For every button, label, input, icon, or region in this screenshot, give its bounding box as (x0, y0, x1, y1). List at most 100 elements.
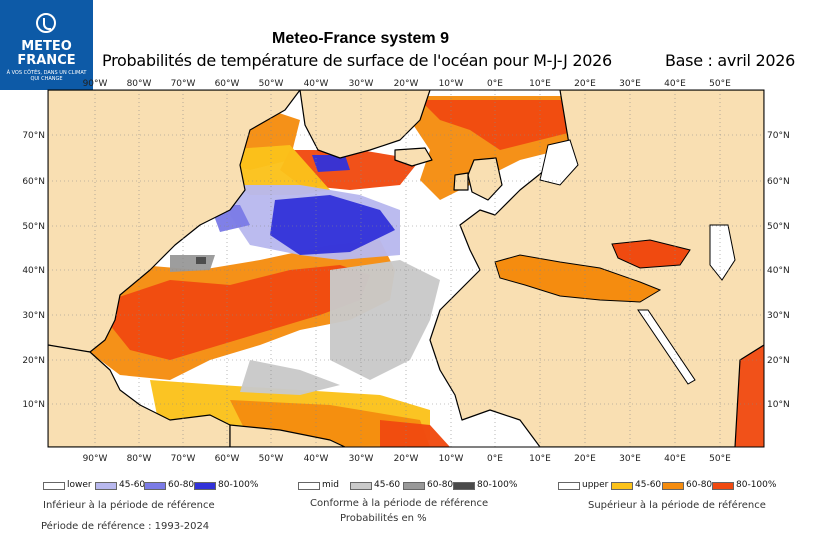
legend-upper-swatch (558, 482, 580, 490)
legend-lower-label: lower (67, 480, 92, 490)
legend-upper-45-60-label: 45-60 (635, 480, 662, 490)
lon-tick-top: 40°E (664, 79, 686, 89)
map-axis-ticks: 90°W 80°W 70°W 60°W 50°W 40°W 30°W 20°W 10°W 0°E 1… (22, 79, 789, 464)
lat-tick-right: 40°N (767, 266, 790, 276)
legend-lower-caption: Inférieur à la période de référence (43, 500, 215, 511)
lon-tick-top: 50°E (709, 79, 731, 89)
map-area (48, 90, 764, 447)
legend-lower-60-80-label: 60-80 (168, 480, 195, 490)
lon-tick-bottom: 90°W (83, 454, 108, 464)
legend-mid-60-80-label: 60-80 (427, 480, 454, 490)
landmass (453, 172, 469, 191)
lon-tick-top: 90°W (83, 79, 108, 89)
legend-mid-45-60-label: 45-60 (374, 480, 401, 490)
lon-tick-top: 40°W (304, 79, 329, 89)
probability-region (240, 360, 340, 395)
map-frame (47, 89, 765, 448)
lon-tick-top: 30°E (619, 79, 641, 89)
lon-tick-top: 20°W (394, 79, 419, 89)
lon-tick-bottom: 40°W (304, 454, 329, 464)
probability-region (196, 257, 206, 264)
legend-mid-45-60-swatch (350, 482, 372, 490)
lon-tick-bottom: 50°W (259, 454, 284, 464)
legend-lower-60-80-swatch (144, 482, 166, 490)
lon-tick-bottom: 20°W (394, 454, 419, 464)
lon-tick-top: 10°W (439, 79, 464, 89)
lon-tick-bottom: 30°W (349, 454, 374, 464)
meteo-france-logo: METEO FRANCE À VOS CÔTÉS, DANS UN CLIMAT… (0, 0, 93, 90)
legend-units-caption: Probabilités en % (340, 513, 427, 524)
legend-upper-80-100-swatch (712, 482, 734, 490)
logo-emblem-icon (36, 13, 56, 33)
lon-tick-bottom: 0°E (487, 454, 503, 464)
lon-tick-top: 30°W (349, 79, 374, 89)
probability-region (312, 155, 350, 172)
lat-tick-left: 30°N (22, 311, 45, 321)
landmass (394, 147, 433, 167)
lat-tick-left: 70°N (22, 131, 45, 141)
lon-tick-bottom: 30°E (619, 454, 641, 464)
lat-tick-left: 10°N (22, 400, 45, 410)
landmass (229, 424, 346, 447)
lat-tick-right: 20°N (767, 356, 790, 366)
landmass (48, 344, 231, 447)
lon-tick-top: 50°W (259, 79, 284, 89)
probability-region (270, 195, 395, 255)
lon-tick-bottom: 70°W (171, 454, 196, 464)
lat-tick-right: 70°N (767, 131, 790, 141)
lat-tick-left: 60°N (22, 177, 45, 187)
lon-tick-top: 60°W (215, 79, 240, 89)
probability-region (110, 265, 370, 360)
legend-mid-60-80-swatch (403, 482, 425, 490)
lat-tick-right: 30°N (767, 311, 790, 321)
lon-tick-top: 10°E (529, 79, 551, 89)
lon-tick-bottom: 20°E (574, 454, 596, 464)
lon-tick-bottom: 10°E (529, 454, 551, 464)
legend-mid-80-100-label: 80-100% (477, 480, 518, 490)
lat-tick-left: 20°N (22, 356, 45, 366)
map-subtitle: Probabilités de température de surface d… (102, 51, 612, 70)
baltic-sea (539, 139, 579, 186)
logo-name-line1: METEO (21, 39, 72, 54)
lon-tick-top: 70°W (171, 79, 196, 89)
mediterranean-sea (494, 254, 662, 303)
legend-lower-80-100-swatch (194, 482, 216, 490)
lat-tick-left: 40°N (22, 266, 45, 276)
legend-upper-label: upper (582, 480, 609, 490)
lon-tick-bottom: 80°W (127, 454, 152, 464)
legend-lower-swatch (43, 482, 65, 490)
legend-mid-swatch (298, 482, 320, 490)
probability-region (330, 260, 440, 380)
legend-upper-caption: Supérieur à la période de référence (588, 500, 766, 511)
legend-mid-80-100-swatch (453, 482, 475, 490)
legend-lower-45-60-label: 45-60 (119, 480, 146, 490)
legend-upper-80-100-label: 80-100% (736, 480, 777, 490)
landmass (299, 90, 431, 159)
lon-tick-bottom: 40°E (664, 454, 686, 464)
lon-tick-top: 0°E (487, 79, 503, 89)
base-date: Base : avril 2026 (665, 51, 795, 70)
lat-tick-left: 50°N (22, 222, 45, 232)
legend-mid-caption: Conforme à la période de référence (310, 498, 489, 509)
probability-region (380, 420, 450, 447)
black-sea (611, 239, 691, 269)
lon-tick-bottom: 50°E (709, 454, 731, 464)
lon-tick-bottom: 60°W (215, 454, 240, 464)
legend-mid-label: mid (322, 480, 339, 490)
page-title: Meteo-France system 9 (272, 30, 449, 47)
legend-upper-60-80-label: 60-80 (686, 480, 713, 490)
red-sea (637, 309, 696, 385)
logo-name-line2: FRANCE (17, 53, 76, 68)
lat-tick-right: 60°N (767, 177, 790, 187)
probability-region (170, 255, 215, 272)
legend-upper-45-60-swatch (611, 482, 633, 490)
lat-tick-right: 50°N (767, 222, 790, 232)
legend-lower-80-100-label: 80-100% (218, 480, 259, 490)
lon-tick-bottom: 10°W (439, 454, 464, 464)
legend-lower-45-60-swatch (95, 482, 117, 490)
probability-region (420, 100, 600, 150)
legend-upper-60-80-swatch (662, 482, 684, 490)
logo-tagline: À VOS CÔTÉS, DANS UN CLIMAT QUI CHANGE (6, 70, 87, 82)
lon-tick-top: 20°E (574, 79, 596, 89)
